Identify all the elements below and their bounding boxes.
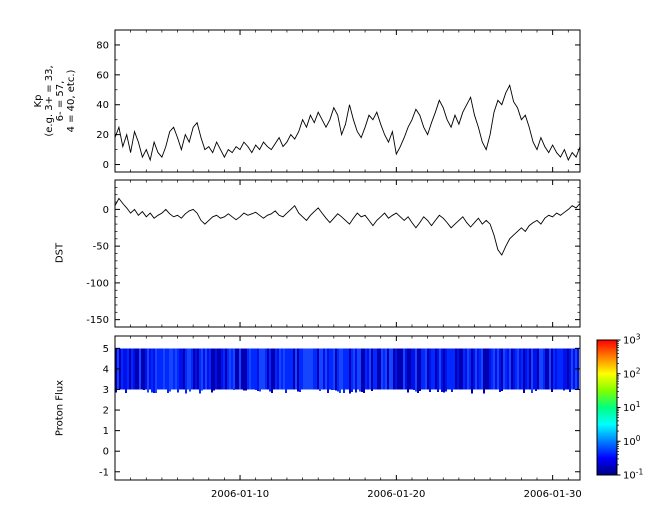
colorbar-tick-label: 100 [623, 434, 641, 448]
colorbar-tick-label: 102 [623, 366, 641, 380]
y-tick-label: 2 [103, 406, 109, 417]
y-tick-label: 4 [103, 364, 109, 375]
kp-panel: 0 20 40 60 80 [96, 29, 581, 173]
y-tick-label: 5 [103, 344, 109, 355]
proton_flux-panel: -1 0 1 2 3 4 5 [99, 335, 581, 481]
kp-series [114, 84, 581, 162]
y-tick-label: 20 [96, 130, 109, 141]
y-tick-label: 0 [103, 205, 109, 216]
colorbar-tick-label: 101 [623, 400, 641, 414]
y-tick-label: 80 [96, 40, 109, 51]
y-tick-label: 0 [103, 447, 109, 458]
kp-axis-label: Kp (e.g. 3+ = 33, 6- = 57, 4 = 40, etc.) [33, 65, 77, 137]
y-tick-label: 1 [103, 426, 109, 437]
dst-axis-label: DST [54, 242, 66, 264]
y-tick-label: 3 [103, 385, 109, 396]
y-tick-label: 40 [96, 100, 109, 111]
colorbar: 103 102 101 100 10-1 [596, 333, 643, 482]
y-tick-label: -150 [86, 315, 109, 326]
y-tick-label: 0 [103, 160, 109, 171]
proton-flux-axis-label: Proton Flux [54, 379, 66, 437]
panels-group: 0 20 40 60 80 0 -50 -100 -150 -1 0 1 2 3 4 5 [86, 29, 581, 481]
y-tick-label: -100 [86, 278, 109, 289]
y-tick-label: -50 [93, 242, 109, 253]
dst-panel: 0 -50 -100 -150 [86, 179, 581, 328]
colorbar-tick-label: 10-1 [623, 468, 643, 482]
proton-flux-spectrogram [115, 348, 579, 394]
y-tick-label: 60 [96, 70, 109, 81]
x-tick-label: 2006-01-20 [367, 489, 425, 500]
x-tick-labels: 2006-01-10 2006-01-20 2006-01-30 [211, 489, 582, 500]
y-tick-label: -1 [99, 467, 109, 478]
x-tick-label: 2006-01-10 [211, 489, 269, 500]
colorbar-tick-label: 103 [623, 333, 641, 347]
x-tick-label: 2006-01-30 [524, 489, 582, 500]
dst-series [114, 197, 581, 256]
